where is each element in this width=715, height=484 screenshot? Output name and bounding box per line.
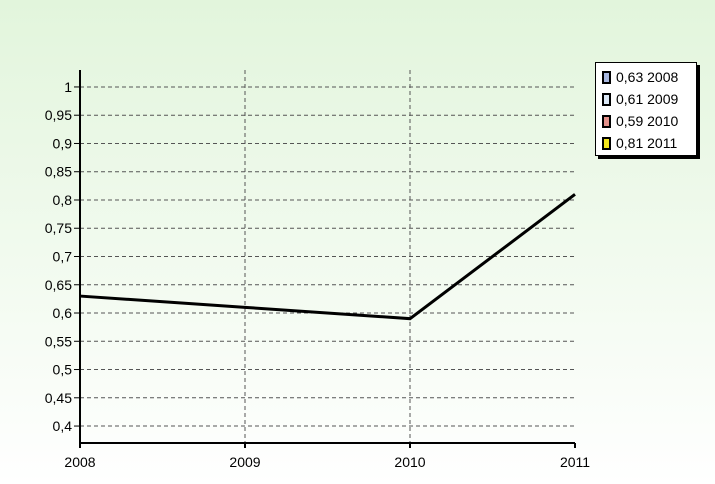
y-tick-label: 0,95 [45,107,72,123]
x-axis-ticks: 2008 2009 2010 2011 [64,443,590,470]
y-tick-label: 0,65 [45,277,72,293]
legend-swatch [602,70,611,84]
y-tick-label: 0,6 [53,305,73,321]
legend-item: 0,63 2008 [602,66,696,88]
legend-item: 0,59 2010 [602,110,696,132]
legend-item: 0,81 2011 [602,132,696,154]
series-line [79,193,576,321]
legend-label: 0,59 2010 [616,113,679,129]
legend-swatch [602,136,611,150]
y-tick-label: 0,7 [53,249,73,265]
y-tick-label: 0,45 [45,390,72,406]
y-tick-label: 0,55 [45,333,72,349]
x-tick-label: 2011 [560,454,590,470]
legend-item: 0,61 2009 [602,88,696,110]
y-tick-label: 0,85 [45,164,72,180]
legend-label: 0,81 2011 [616,135,678,151]
x-tick-label: 2009 [229,454,260,470]
legend: 0,63 2008 0,61 2009 0,59 2010 0,81 2011 [595,62,697,156]
legend-swatch [602,92,611,106]
legend-swatch [602,114,611,128]
series [79,193,576,321]
legend-label: 0,61 2009 [616,91,679,107]
y-tick-label: 0,75 [45,220,72,236]
y-axis-ticks: 1 0,95 0,9 0,85 0,8 0,75 0,7 0,65 0,6 0,55 0,5 0,45… [45,79,80,434]
y-tick-label: 0,9 [53,135,73,151]
legend-label: 0,63 2008 [616,69,679,85]
x-tick-label: 2008 [64,454,95,470]
y-tick-label: 1 [64,79,72,95]
y-tick-label: 0,4 [53,418,73,434]
y-tick-label: 0,5 [53,362,73,378]
y-tick-label: 0,8 [53,192,73,208]
x-tick-label: 2010 [394,454,425,470]
